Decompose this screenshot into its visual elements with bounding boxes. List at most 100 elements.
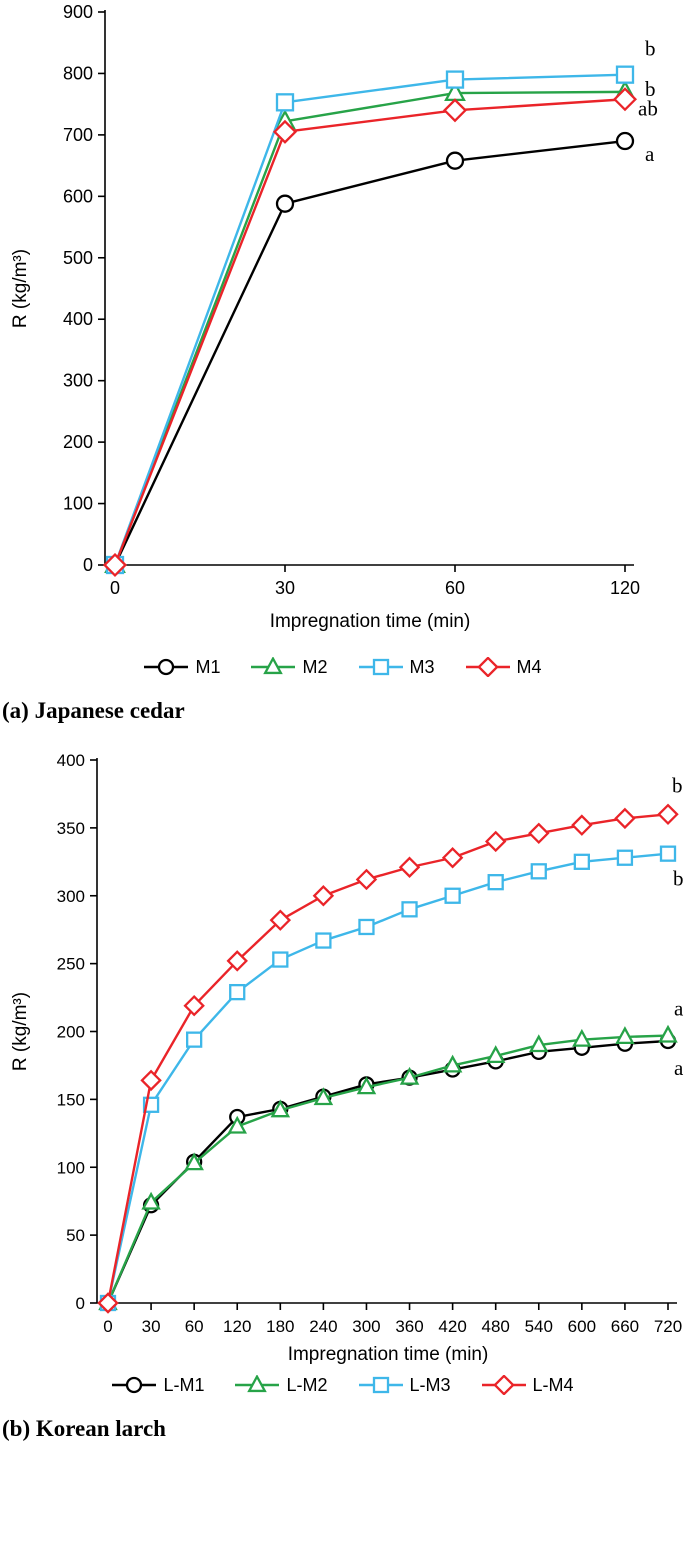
legend-diamond-sample xyxy=(481,1375,526,1395)
svg-text:150: 150 xyxy=(57,1090,85,1109)
triangle-marker xyxy=(356,1076,377,1095)
svg-text:600: 600 xyxy=(568,1317,596,1336)
annotation-M4: ab xyxy=(638,96,658,120)
square-marker xyxy=(229,983,246,1001)
triangle-marker xyxy=(313,1087,334,1106)
legend-entry-L-M1: L-M1 xyxy=(111,1375,204,1396)
legend-label-L-M4: L-M4 xyxy=(532,1374,574,1395)
svg-text:420: 420 xyxy=(438,1317,466,1336)
diamond-marker xyxy=(312,885,335,907)
diamond-marker xyxy=(140,1069,162,1092)
svg-text:240: 240 xyxy=(309,1317,337,1336)
svg-text:400: 400 xyxy=(63,309,93,329)
diamond-marker xyxy=(657,803,679,826)
triangle-marker xyxy=(528,1034,549,1053)
y-axis-label: R (kg/m³) xyxy=(10,249,31,328)
annotation-M3: b xyxy=(645,37,656,61)
square-marker xyxy=(530,863,547,880)
legend-triangle-sample xyxy=(251,657,296,675)
svg-text:540: 540 xyxy=(525,1317,553,1336)
axes xyxy=(98,10,634,572)
svg-text:0: 0 xyxy=(103,1317,112,1336)
svg-text:100: 100 xyxy=(57,1158,85,1177)
annotation-M1: a xyxy=(645,142,655,166)
legend-entry-M1: M1 xyxy=(143,657,220,678)
svg-text:0: 0 xyxy=(110,578,120,598)
square-marker xyxy=(315,932,332,949)
svg-text:800: 800 xyxy=(63,63,93,83)
diamond-marker xyxy=(571,814,593,836)
circle-marker xyxy=(275,194,295,213)
series-M2 xyxy=(104,79,636,573)
legend-triangle-sample xyxy=(235,1375,280,1393)
diamond-marker xyxy=(272,119,298,144)
legend-entry-M3: M3 xyxy=(358,657,435,678)
svg-text:400: 400 xyxy=(57,751,85,770)
diamond-marker xyxy=(484,830,507,853)
series-L-M4 xyxy=(97,803,679,1314)
legend-circle-sample xyxy=(112,1376,157,1394)
svg-text:200: 200 xyxy=(57,1023,85,1042)
diamond-marker xyxy=(183,994,205,1017)
triangle-marker xyxy=(615,1026,635,1045)
square-marker xyxy=(445,70,465,89)
chart-b-legend: L-M1 L-M2 L-M3 L-M4 xyxy=(0,1372,685,1398)
annotation-L-M4: b xyxy=(672,773,683,797)
legend-label-M1: M1 xyxy=(195,656,221,677)
series-L-M1 xyxy=(99,1032,677,1312)
legend-label-L-M1: L-M1 xyxy=(163,1374,205,1395)
circle-marker xyxy=(445,151,465,170)
square-marker xyxy=(372,658,389,676)
diamond-marker xyxy=(97,1292,119,1314)
square-marker xyxy=(186,1031,203,1048)
svg-text:500: 500 xyxy=(63,248,93,268)
circle-marker xyxy=(158,658,175,676)
chart-a-legend: M1 M2 M3 M4 xyxy=(0,654,685,680)
diamond-marker xyxy=(398,856,421,878)
diamond-marker xyxy=(226,950,248,972)
chart-b-caption: (b) Korean larch xyxy=(2,1416,166,1441)
square-marker xyxy=(401,901,418,918)
x-axis-label: Impregnation time (min) xyxy=(288,1344,489,1365)
svg-text:50: 50 xyxy=(66,1226,85,1245)
series-M3 xyxy=(105,65,635,575)
series-L-M2 xyxy=(98,1024,678,1311)
chart-b-plot: 0 50 100 150 200 250 300 350 400 0 30 60 120 180 240 30… xyxy=(10,751,684,1365)
legend-entry-M4: M4 xyxy=(465,657,542,678)
triangle-marker xyxy=(184,1152,204,1171)
annotation-L-M2: a xyxy=(674,997,684,1021)
square-marker xyxy=(272,951,289,968)
square-marker xyxy=(659,845,677,862)
square-marker xyxy=(275,93,295,112)
legend-diamond-sample xyxy=(465,657,510,677)
svg-text:350: 350 xyxy=(57,819,85,838)
svg-text:60: 60 xyxy=(445,578,465,598)
diamond-marker xyxy=(355,868,378,891)
svg-text:120: 120 xyxy=(610,578,640,598)
svg-text:180: 180 xyxy=(266,1317,294,1336)
diamond-marker xyxy=(612,87,638,112)
circle-marker xyxy=(615,131,635,151)
triangle-marker xyxy=(399,1066,420,1085)
svg-text:300: 300 xyxy=(63,371,93,391)
svg-text:480: 480 xyxy=(482,1317,510,1336)
diamond-marker xyxy=(442,98,468,123)
series-M4 xyxy=(102,87,638,578)
annotation-L-M3: b xyxy=(673,867,684,891)
chart-a-caption: (a) Japanese cedar xyxy=(2,698,185,723)
chart-b-block: 0 50 100 150 200 250 300 350 400 0 30 60 120 180 240 30… xyxy=(0,748,685,1442)
legend-circle-sample xyxy=(144,658,189,676)
chart-a-block: 0 100 200 300 400 500 600 700 800 900 0 30 60 120 R (k… xyxy=(0,0,685,724)
square-marker xyxy=(358,918,375,936)
diamond-marker xyxy=(441,847,464,869)
triangle-marker xyxy=(141,1191,161,1210)
square-marker xyxy=(615,65,635,84)
chart-a-plot: 0 100 200 300 400 500 600 700 800 900 0 30 60 120 R (k… xyxy=(10,2,658,632)
triangle-marker xyxy=(485,1045,506,1064)
square-marker xyxy=(444,887,461,904)
triangle-marker xyxy=(658,1024,678,1043)
svg-text:0: 0 xyxy=(76,1294,85,1313)
svg-text:120: 120 xyxy=(223,1317,251,1336)
diamond-marker xyxy=(476,657,499,677)
svg-text:360: 360 xyxy=(395,1317,423,1336)
